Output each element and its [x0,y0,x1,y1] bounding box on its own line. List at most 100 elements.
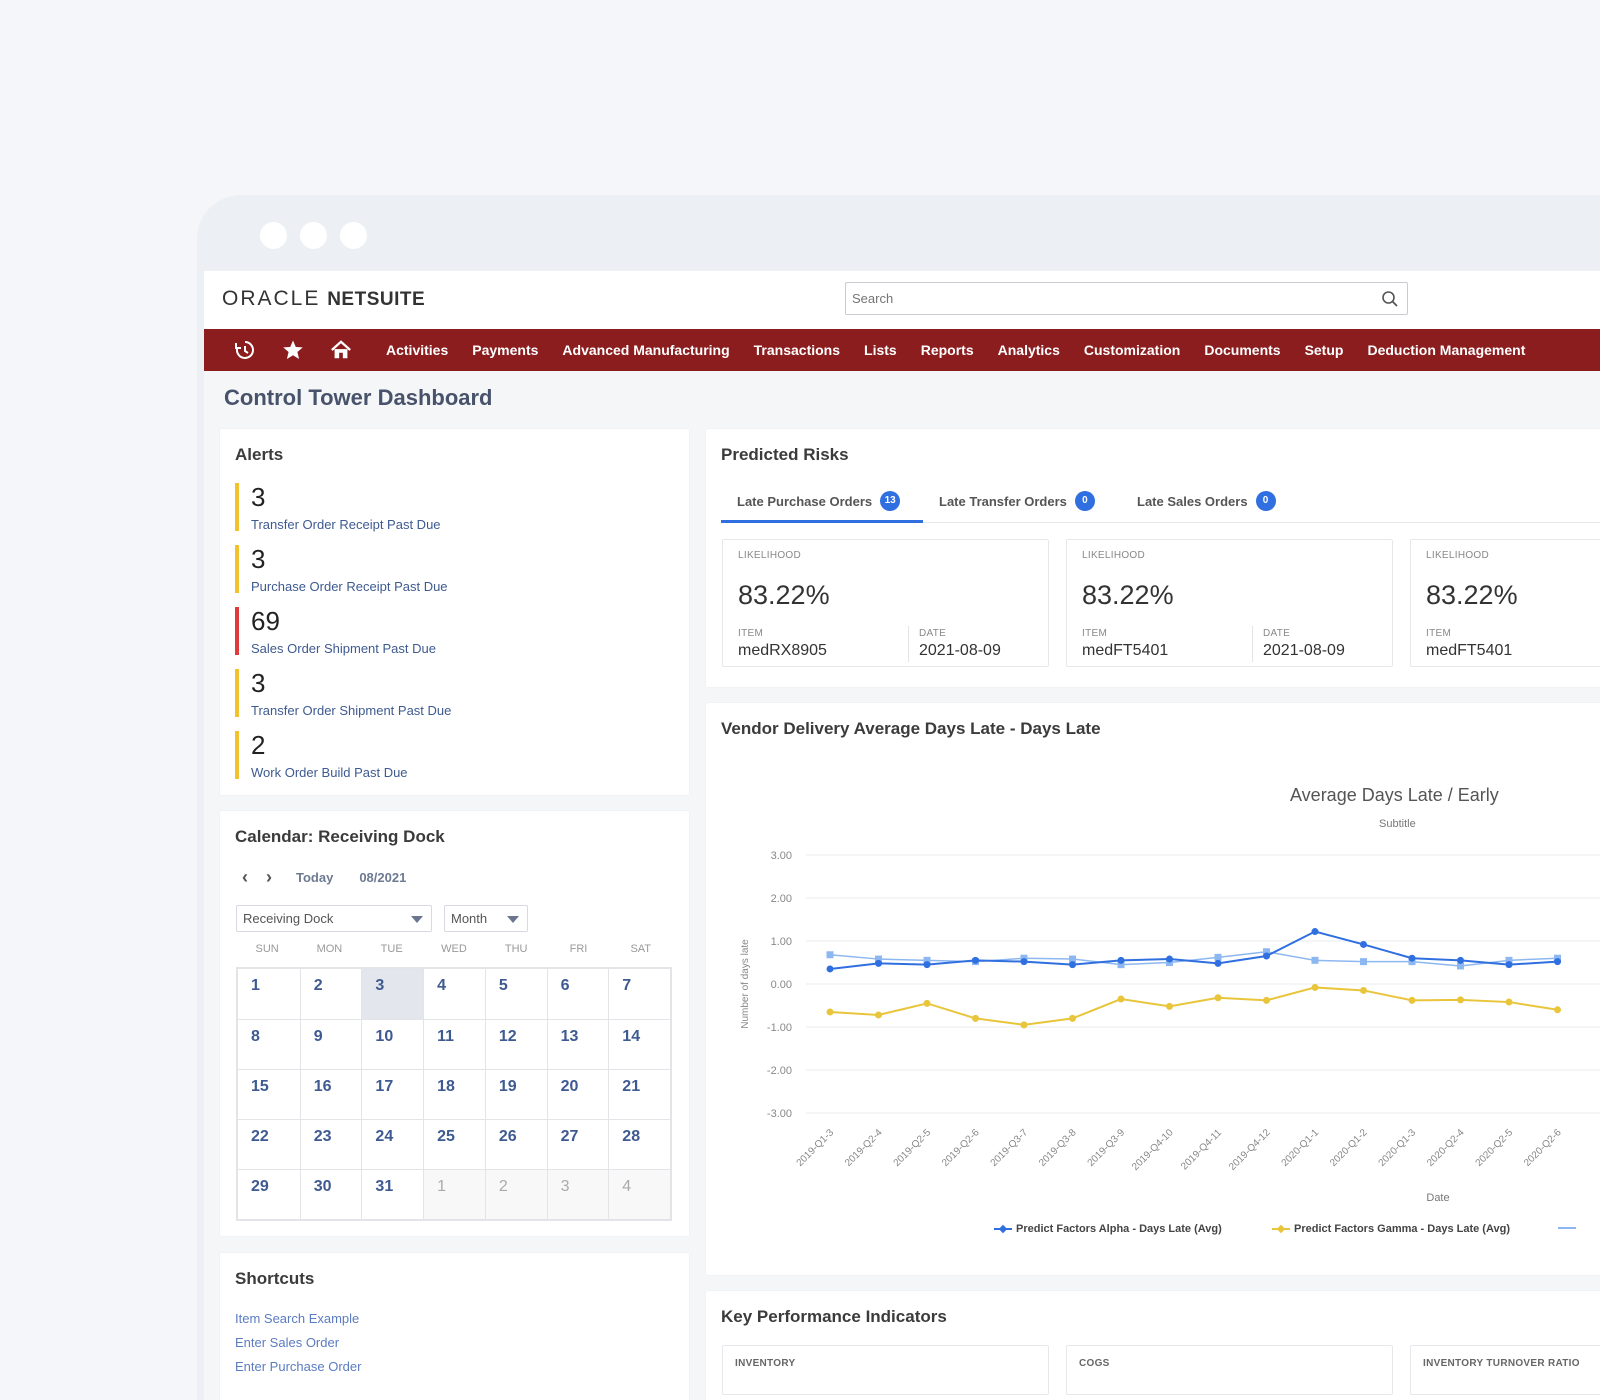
calendar-day[interactable]: 15 [251,1078,269,1095]
x-tick-label: 2019-Q2-4 [843,1127,885,1169]
nav-lists[interactable]: Lists [864,342,897,358]
calendar-day[interactable]: 26 [484,1120,547,1169]
calendar-day[interactable]: 17 [361,1070,423,1119]
alert-label[interactable]: Purchase Order Receipt Past Due [251,579,448,594]
calendar-day[interactable]: 16 [299,1070,362,1119]
tab-late-sales-orders[interactable]: Late Sales Orders 0 [1137,491,1276,511]
alert-label[interactable]: Sales Order Shipment Past Due [251,641,436,656]
calendar-day[interactable]: 12 [484,1020,547,1069]
risk-card[interactable]: LIKELIHOOD 83.22% ITEM medFT5401 [1410,539,1600,667]
alert-label[interactable]: Work Order Build Past Due [251,765,408,780]
tab-late-transfer-orders[interactable]: Late Transfer Orders 0 [939,491,1095,511]
calendar-day[interactable]: 30 [299,1170,362,1219]
window-dot [300,222,327,249]
nav-advanced-manufacturing[interactable]: Advanced Manufacturing [562,342,730,358]
alert-label[interactable]: Transfer Order Shipment Past Due [251,703,452,718]
kpi-card[interactable]: COGS [1066,1345,1393,1395]
calendar-day[interactable]: 11 [423,1020,485,1069]
legend-item[interactable] [1558,1223,1576,1233]
brand-logo[interactable]: ORACLE NETSUITE [222,287,426,310]
legend-item[interactable]: Predict Factors Alpha - Days Late (Avg) [994,1223,1222,1235]
calendar-day-other-month[interactable]: 3 [546,1170,609,1219]
data-point [1554,958,1561,966]
calendar-day[interactable]: 24 [361,1120,423,1169]
chart-subtitle: Subtitle [1379,818,1416,830]
kpi-card[interactable]: INVENTORY TURNOVER RATIO [1410,1345,1600,1395]
nav-reports[interactable]: Reports [920,342,974,358]
calendar-day[interactable]: 19 [484,1070,547,1119]
alert-item[interactable]: 3 Purchase Order Receipt Past Due [235,545,448,594]
view-select[interactable]: Month [444,905,528,932]
alert-label[interactable]: Transfer Order Receipt Past Due [251,517,441,532]
resource-select[interactable]: Receiving Dock [236,905,432,932]
calendar-day[interactable]: 18 [423,1070,485,1119]
calendar-day-other-month[interactable]: 1 [423,1170,485,1219]
chevron-left-icon[interactable]: ‹ [242,867,248,887]
calendar-day[interactable]: 20 [546,1070,609,1119]
data-point [1554,1006,1561,1014]
weekday-label: WED [441,943,467,955]
calendar-day[interactable]: 22 [251,1128,269,1145]
calendar-day[interactable]: 10 [361,1020,423,1069]
calendar-day-other-month[interactable]: 4 [608,1170,671,1219]
shortcut-link[interactable]: Enter Purchase Order [235,1359,362,1374]
y-tick-label: 0.00 [771,979,792,991]
calendar-day[interactable]: 28 [608,1120,670,1169]
chevron-right-icon[interactable]: › [266,867,272,887]
calendar-day[interactable]: 14 [608,1020,670,1069]
nav-analytics[interactable]: Analytics [997,342,1060,358]
calendar-day[interactable]: 9 [299,1020,362,1069]
nav-customization[interactable]: Customization [1083,342,1181,358]
nav-payments[interactable]: Payments [472,342,539,358]
y-tick-label: 1.00 [771,936,792,948]
series-line [829,986,1558,1026]
caret-down-icon [507,916,519,923]
alert-item[interactable]: 69 Sales Order Shipment Past Due [235,607,436,656]
x-tick-label: 2020-Q1-1 [1280,1127,1322,1169]
search-input[interactable] [846,283,1366,314]
alert-item[interactable]: 3 Transfer Order Receipt Past Due [235,482,441,532]
calendar-day[interactable]: 4 [423,969,485,1019]
search-icon[interactable] [1381,290,1399,308]
calendar-day[interactable]: 31 [361,1170,423,1219]
app-window: ORACLE NETSUITE Activities Payments Adva… [204,271,1600,1400]
calendar-day[interactable]: 25 [423,1120,485,1169]
alert-count: 3 [251,482,266,512]
global-search [845,282,1408,315]
calendar-day[interactable]: 7 [608,969,670,1019]
tab-late-purchase-orders[interactable]: Late Purchase Orders 13 [737,491,901,511]
shortcut-link[interactable]: Item Search Example [235,1311,360,1326]
nav-setup[interactable]: Setup [1304,342,1344,358]
nav-documents[interactable]: Documents [1204,342,1281,358]
alert-item[interactable]: 2 Work Order Build Past Due [235,731,408,780]
calendar-day[interactable]: 27 [546,1120,609,1169]
nav-deduction-management[interactable]: Deduction Management [1367,342,1526,358]
top-bar: ORACLE NETSUITE [204,271,1600,329]
today-button[interactable]: Today [296,870,334,885]
home-icon[interactable] [330,339,352,361]
calendar-day[interactable]: 8 [251,1028,260,1045]
alert-item[interactable]: 3 Transfer Order Shipment Past Due [235,669,452,718]
shortcut-link[interactable]: Enter Sales Order [235,1335,340,1350]
calendar-day[interactable]: 6 [546,969,609,1019]
star-icon[interactable] [282,339,304,361]
nav-transactions[interactable]: Transactions [753,342,841,358]
calendar-day[interactable]: 13 [546,1020,609,1069]
calendar-day-other-month[interactable]: 2 [484,1170,547,1219]
calendar-day[interactable]: 21 [608,1070,670,1119]
risk-card[interactable]: LIKELIHOOD 83.22% ITEM medRX8905 DATE 20… [722,539,1049,667]
calendar-day[interactable]: 2 [299,969,362,1019]
calendar-day[interactable]: 1 [251,977,260,994]
recent-icon[interactable] [234,339,256,361]
calendar-day-today[interactable]: 3 [361,969,424,1019]
nav-activities[interactable]: Activities [386,342,449,358]
weekday-label: SUN [255,943,279,955]
calendar-day[interactable]: 29 [251,1178,269,1195]
calendar-day[interactable]: 5 [484,969,547,1019]
calendar-day[interactable]: 23 [299,1120,362,1169]
data-point [1360,986,1367,994]
risk-card[interactable]: LIKELIHOOD 83.22% ITEM medFT5401 DATE 20… [1066,539,1393,667]
date-value: 2021-08-09 [1263,642,1345,659]
legend-item[interactable]: Predict Factors Gamma - Days Late (Avg) [1272,1223,1510,1235]
kpi-card[interactable]: INVENTORY [722,1345,1049,1395]
